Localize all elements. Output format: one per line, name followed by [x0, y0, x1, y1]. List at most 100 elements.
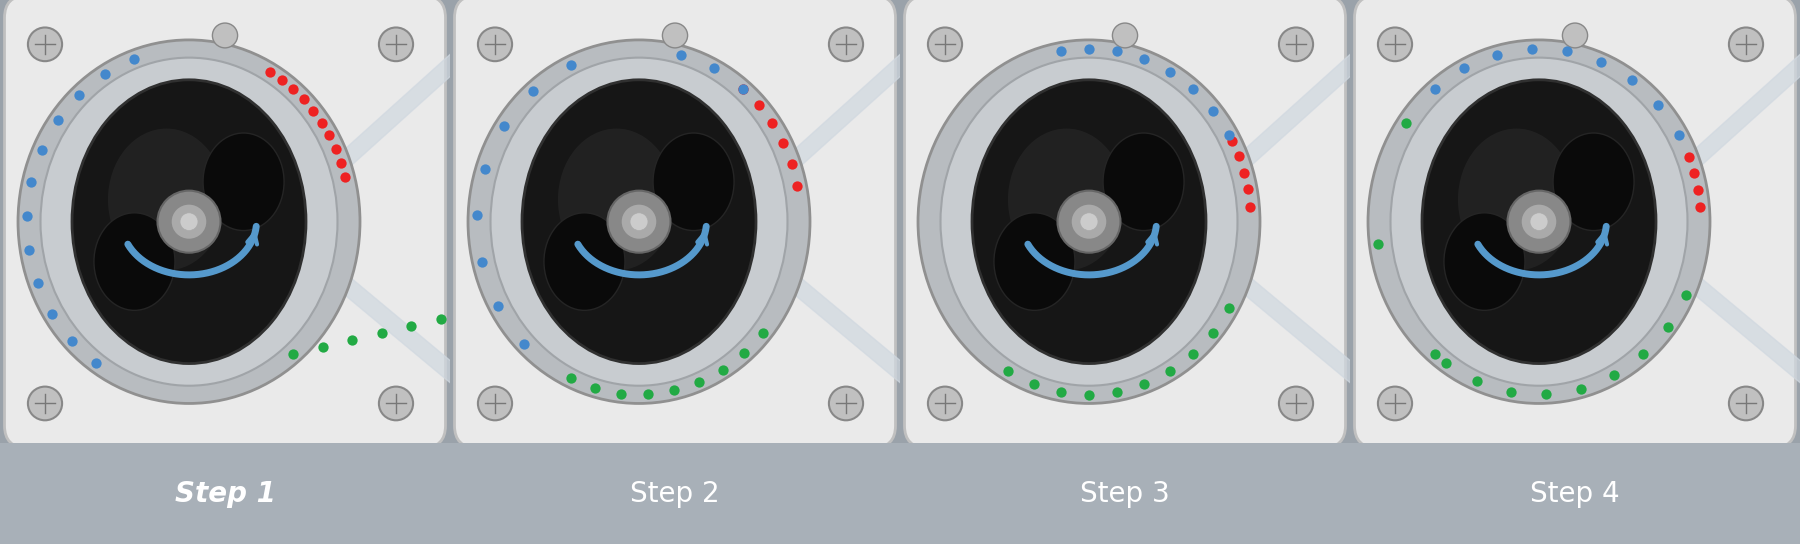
- Point: [1103, 388, 1132, 397]
- Point: [1420, 85, 1449, 94]
- Ellipse shape: [1553, 133, 1634, 231]
- Point: [81, 359, 110, 368]
- Point: [470, 164, 499, 173]
- Point: [607, 389, 635, 398]
- Point: [484, 302, 513, 311]
- Point: [65, 90, 94, 99]
- Point: [13, 212, 41, 220]
- Point: [463, 211, 491, 220]
- Circle shape: [1071, 204, 1107, 239]
- Ellipse shape: [653, 133, 734, 231]
- Point: [1553, 47, 1582, 55]
- Point: [994, 367, 1022, 376]
- Circle shape: [608, 190, 670, 253]
- Point: [1199, 106, 1228, 115]
- Ellipse shape: [972, 80, 1206, 363]
- Point: [279, 350, 308, 358]
- Point: [1233, 185, 1262, 194]
- Circle shape: [621, 204, 657, 239]
- Point: [729, 85, 758, 94]
- Circle shape: [171, 204, 207, 239]
- Point: [1618, 76, 1647, 84]
- Point: [1156, 367, 1184, 376]
- Point: [256, 67, 284, 76]
- Point: [1199, 329, 1228, 337]
- Point: [119, 55, 148, 64]
- Ellipse shape: [1103, 133, 1184, 231]
- Circle shape: [929, 387, 961, 421]
- Point: [338, 336, 367, 344]
- Point: [1586, 58, 1615, 66]
- Point: [16, 178, 45, 187]
- Circle shape: [158, 190, 220, 253]
- Point: [367, 329, 396, 337]
- Point: [709, 365, 738, 374]
- Point: [398, 322, 427, 331]
- Point: [279, 85, 308, 94]
- Ellipse shape: [522, 80, 756, 363]
- Point: [1391, 118, 1420, 127]
- Point: [43, 116, 72, 125]
- Point: [322, 144, 351, 153]
- Circle shape: [29, 28, 61, 61]
- FancyBboxPatch shape: [4, 0, 446, 448]
- Circle shape: [1530, 213, 1548, 231]
- Point: [729, 85, 758, 94]
- Point: [27, 145, 56, 154]
- Point: [1364, 240, 1393, 249]
- Circle shape: [1379, 387, 1411, 421]
- Ellipse shape: [18, 40, 360, 404]
- Point: [427, 315, 455, 324]
- Point: [1420, 350, 1449, 358]
- Point: [1496, 388, 1525, 397]
- Point: [556, 374, 585, 383]
- Ellipse shape: [490, 58, 788, 386]
- Circle shape: [479, 28, 513, 61]
- Circle shape: [929, 28, 961, 61]
- Point: [1075, 45, 1103, 53]
- Point: [659, 386, 688, 395]
- Point: [1215, 131, 1244, 140]
- Point: [1130, 55, 1159, 64]
- Ellipse shape: [203, 133, 284, 231]
- Point: [1629, 350, 1658, 358]
- Point: [634, 390, 662, 399]
- Point: [1517, 45, 1546, 53]
- Point: [1431, 359, 1460, 368]
- Point: [268, 76, 297, 84]
- Point: [90, 70, 119, 78]
- Point: [1215, 304, 1244, 312]
- Circle shape: [828, 28, 864, 61]
- Point: [783, 181, 812, 190]
- Ellipse shape: [558, 128, 675, 270]
- Point: [308, 118, 337, 127]
- Point: [1643, 101, 1672, 109]
- Circle shape: [1728, 387, 1762, 421]
- Point: [1217, 136, 1246, 145]
- Point: [38, 310, 67, 318]
- Circle shape: [479, 387, 513, 421]
- Point: [299, 106, 328, 115]
- Ellipse shape: [1390, 58, 1688, 386]
- Point: [1683, 186, 1712, 194]
- Point: [58, 337, 86, 345]
- Point: [315, 131, 344, 140]
- Point: [743, 101, 772, 109]
- Point: [1566, 385, 1595, 393]
- Point: [331, 172, 360, 181]
- Circle shape: [662, 23, 688, 48]
- Ellipse shape: [94, 213, 175, 310]
- Circle shape: [1508, 190, 1570, 253]
- Point: [1449, 64, 1478, 73]
- Point: [1532, 390, 1561, 399]
- Point: [1179, 85, 1208, 94]
- Point: [1075, 390, 1103, 399]
- Point: [490, 122, 518, 131]
- Point: [758, 119, 787, 127]
- Point: [518, 86, 547, 95]
- Circle shape: [1058, 190, 1120, 253]
- Point: [769, 138, 797, 147]
- Point: [581, 384, 610, 393]
- Point: [700, 64, 729, 73]
- Ellipse shape: [918, 40, 1260, 404]
